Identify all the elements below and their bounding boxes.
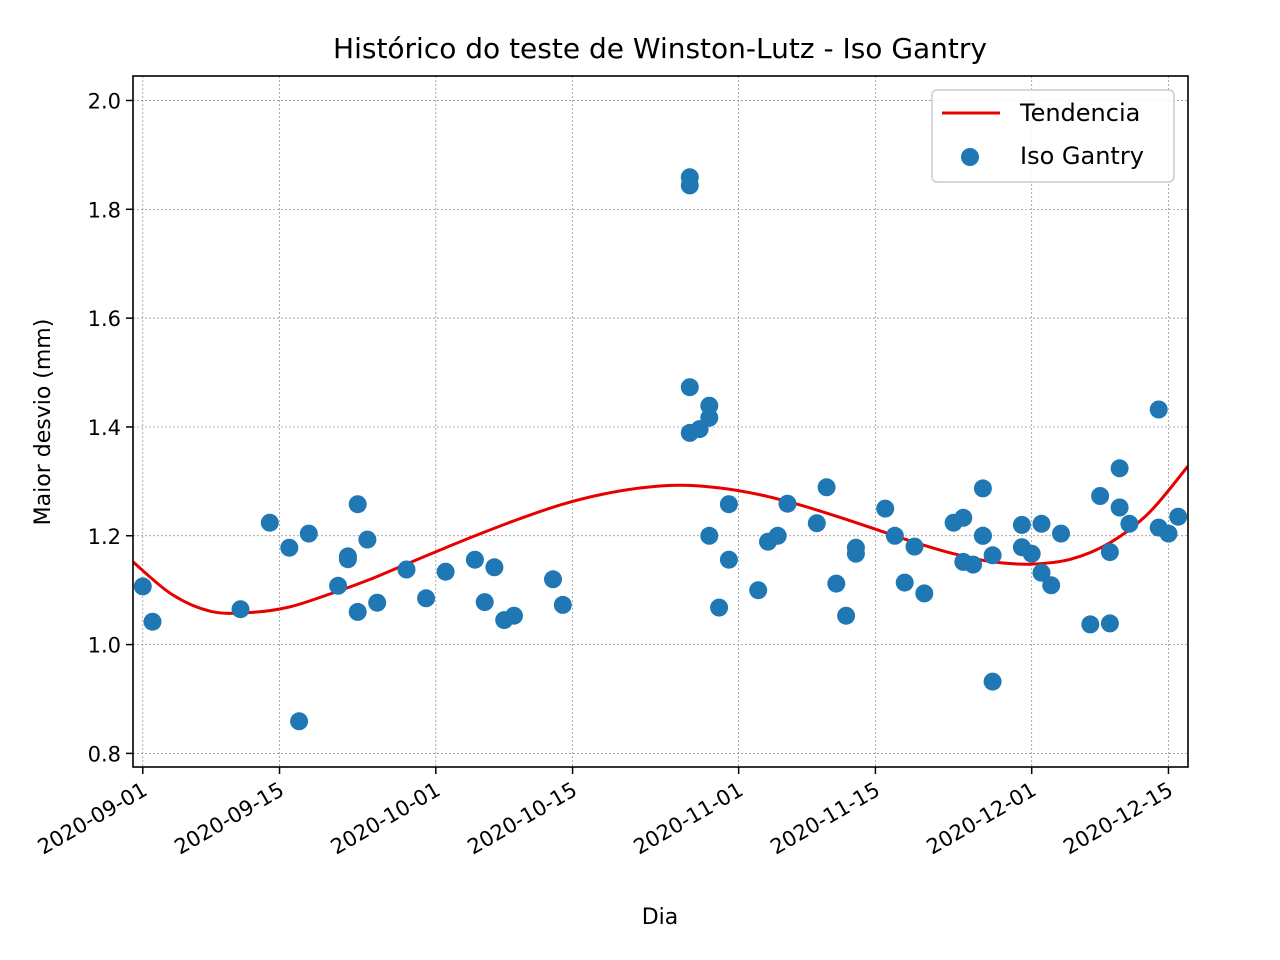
data-point xyxy=(280,538,299,557)
data-point xyxy=(348,495,367,514)
data-point xyxy=(778,494,797,513)
data-point xyxy=(358,530,377,549)
data-point xyxy=(1081,615,1100,634)
data-point xyxy=(846,544,865,563)
legend-label-iso-gantry: Iso Gantry xyxy=(1020,142,1144,170)
data-point xyxy=(553,595,572,614)
data-point xyxy=(299,524,318,543)
data-point xyxy=(260,513,279,532)
plot-frame xyxy=(132,75,1189,768)
y-tick-label: 1.4 xyxy=(88,416,121,440)
data-point xyxy=(719,550,738,569)
data-point xyxy=(964,555,983,574)
data-point xyxy=(837,606,856,625)
data-point xyxy=(817,478,836,497)
data-point xyxy=(700,526,719,545)
data-point xyxy=(719,495,738,514)
data-point xyxy=(885,526,904,545)
data-point xyxy=(368,593,387,612)
data-point xyxy=(983,546,1002,565)
data-point xyxy=(338,550,357,569)
data-point xyxy=(1100,614,1119,633)
data-point xyxy=(475,593,494,612)
data-point xyxy=(807,514,826,533)
data-point xyxy=(680,378,699,397)
data-point xyxy=(1032,563,1051,582)
y-tick-label: 1.6 xyxy=(88,307,121,331)
y-tick-label: 1.2 xyxy=(88,525,121,549)
data-point xyxy=(973,479,992,498)
data-point xyxy=(1110,498,1129,517)
data-point xyxy=(544,570,562,589)
data-point xyxy=(1022,544,1041,563)
y-tick-label: 1.8 xyxy=(88,198,121,222)
data-point xyxy=(1110,459,1129,478)
data-point xyxy=(436,562,455,581)
data-point xyxy=(465,550,484,569)
data-point xyxy=(290,712,309,731)
data-point xyxy=(1120,514,1139,533)
data-point xyxy=(1091,487,1110,505)
data-point xyxy=(710,598,729,617)
data-point xyxy=(749,581,768,600)
data-point xyxy=(329,576,348,595)
data-point xyxy=(1032,514,1051,533)
data-point xyxy=(348,602,367,621)
data-point xyxy=(397,560,416,579)
data-point xyxy=(768,526,787,545)
y-tick-label: 0.8 xyxy=(88,742,121,766)
data-point xyxy=(983,672,1002,691)
data-point xyxy=(143,612,162,631)
data-point xyxy=(1169,507,1188,526)
data-point xyxy=(505,606,523,625)
legend: Tendencia Iso Gantry xyxy=(931,89,1175,183)
data-point xyxy=(700,408,719,427)
data-point xyxy=(915,584,934,603)
data-point xyxy=(1159,524,1178,543)
data-point xyxy=(417,589,436,608)
data-point xyxy=(1012,515,1031,534)
chart-title: Histórico do teste de Winston-Lutz - Iso… xyxy=(333,32,987,65)
data-point xyxy=(954,508,973,527)
data-point xyxy=(1052,524,1070,543)
y-tick-label: 2.0 xyxy=(88,89,121,113)
grid-layer xyxy=(133,76,1188,767)
x-axis-label: Dia xyxy=(642,905,679,930)
points-layer xyxy=(133,168,1188,731)
trend-line xyxy=(133,465,1188,615)
data-point xyxy=(1100,543,1119,562)
y-tick-label: 1.0 xyxy=(88,634,121,658)
data-point xyxy=(973,526,992,545)
data-point xyxy=(1149,400,1168,419)
data-point xyxy=(827,574,846,593)
y-axis-label: Maior desvio (mm) xyxy=(31,319,56,526)
data-point xyxy=(1042,576,1061,595)
data-point xyxy=(876,499,895,518)
trend-line-layer xyxy=(133,465,1188,615)
data-point xyxy=(485,558,504,577)
data-point xyxy=(895,573,914,592)
data-point xyxy=(905,537,924,556)
data-point xyxy=(133,577,152,596)
data-point xyxy=(231,600,250,619)
data-point xyxy=(680,176,699,195)
legend-label-tendencia: Tendencia xyxy=(1019,99,1140,127)
legend-marker-icon xyxy=(961,148,979,166)
